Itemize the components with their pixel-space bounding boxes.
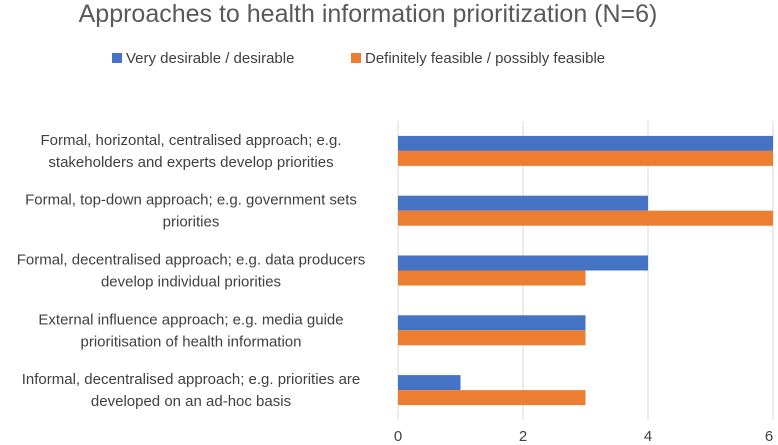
bar-cat4-series1	[398, 315, 586, 331]
category-labels: Formal, horizontal, centralised approach…	[17, 132, 366, 410]
legend-label-1: Very desirable / desirable	[126, 50, 294, 67]
bar-cat3-series2	[398, 270, 586, 286]
legend: Very desirable / desirable Definitely fea…	[112, 50, 605, 67]
category-label-4: External influence approach; e.g. media …	[38, 311, 343, 350]
x-tick-label-4: 4	[644, 428, 652, 445]
bar-cat5-series2	[398, 390, 586, 406]
legend-swatch-1	[112, 53, 122, 63]
category-label-5: Informal, decentralised approach; e.g. p…	[22, 371, 361, 410]
x-tick-label-2: 2	[519, 428, 527, 445]
bars	[398, 135, 773, 406]
legend-swatch-2	[351, 53, 361, 63]
bar-cat3-series1	[398, 255, 648, 271]
bar-cat2-series2	[398, 210, 773, 226]
category-label-3: Formal, decentralised approach; e.g. dat…	[17, 252, 366, 291]
bar-cat1-series1	[398, 135, 773, 151]
bar-cat5-series1	[398, 375, 461, 391]
x-axis-ticks: 0 2 4 6	[394, 428, 773, 445]
x-tick-label-0: 0	[394, 428, 402, 445]
category-label-1: Formal, horizontal, centralised approach…	[41, 132, 342, 171]
x-tick-label-6: 6	[765, 428, 773, 445]
category-label-2: Formal, top-down approach; e.g. governme…	[25, 192, 357, 231]
bar-cat1-series2	[398, 150, 773, 166]
legend-label-2: Definitely feasible / possibly feasible	[365, 50, 605, 67]
bar-cat4-series2	[398, 330, 586, 346]
chart-title: Approaches to health information priorit…	[79, 0, 658, 28]
bar-cat2-series1	[398, 195, 648, 211]
